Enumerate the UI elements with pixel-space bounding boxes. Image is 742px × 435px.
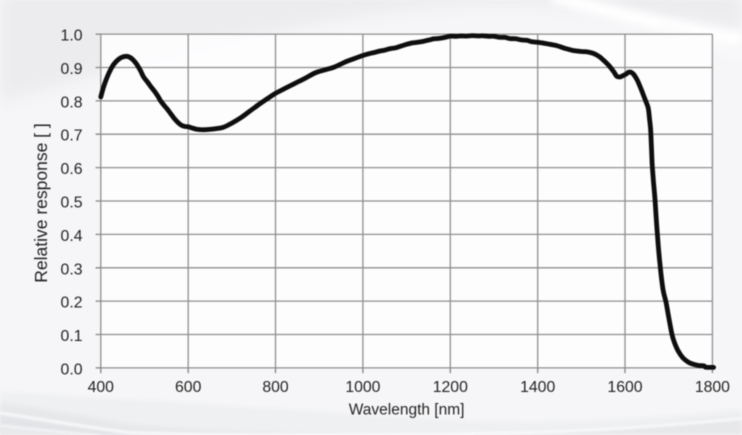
svg-text:1600: 1600 bbox=[607, 379, 642, 396]
svg-text:800: 800 bbox=[262, 379, 289, 396]
svg-text:1400: 1400 bbox=[520, 379, 555, 396]
svg-text:1.0: 1.0 bbox=[61, 28, 83, 45]
svg-text:Relative response [ ]: Relative response [ ] bbox=[31, 123, 51, 283]
svg-text:0.7: 0.7 bbox=[61, 128, 83, 145]
svg-text:0.4: 0.4 bbox=[61, 228, 83, 245]
svg-text:Wavelength [nm]: Wavelength [nm] bbox=[349, 402, 465, 419]
svg-text:0.1: 0.1 bbox=[61, 328, 83, 345]
svg-text:0.6: 0.6 bbox=[61, 161, 83, 178]
svg-text:600: 600 bbox=[175, 379, 202, 396]
svg-text:0.0: 0.0 bbox=[61, 361, 83, 378]
svg-text:0.9: 0.9 bbox=[61, 61, 83, 78]
svg-text:1000: 1000 bbox=[345, 379, 380, 396]
svg-text:1200: 1200 bbox=[433, 379, 468, 396]
svg-text:1800: 1800 bbox=[695, 379, 730, 396]
svg-text:0.3: 0.3 bbox=[61, 261, 83, 278]
svg-text:0.2: 0.2 bbox=[61, 295, 83, 312]
svg-text:400: 400 bbox=[88, 379, 115, 396]
svg-text:0.8: 0.8 bbox=[61, 94, 83, 111]
svg-text:0.5: 0.5 bbox=[61, 195, 83, 212]
